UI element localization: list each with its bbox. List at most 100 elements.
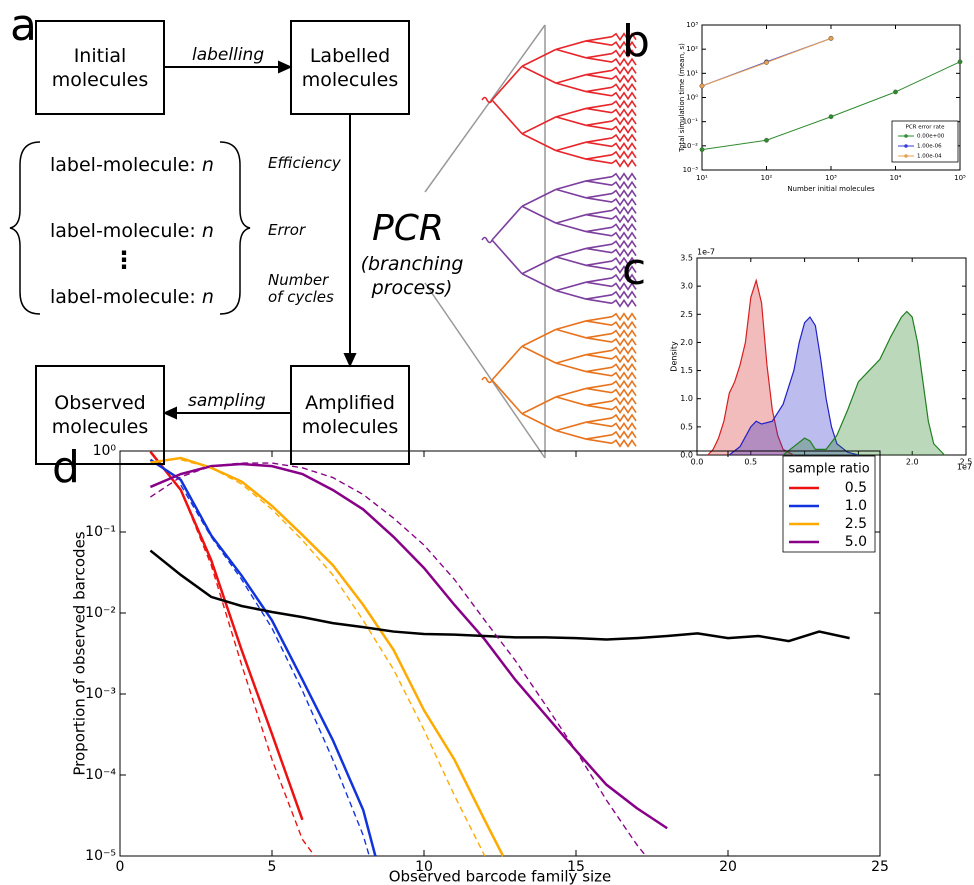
tree-leaf — [611, 158, 637, 168]
tree-branch — [491, 205, 523, 241]
x-tick-label: 10³ — [825, 174, 837, 182]
parameter: Efficiency — [268, 154, 341, 172]
arrow-label: sampling — [188, 391, 266, 411]
tree-branch — [585, 400, 613, 407]
legend-marker — [904, 134, 908, 138]
tree-leaf — [611, 405, 637, 414]
tree-branch — [585, 40, 613, 46]
tree-branch — [585, 387, 613, 394]
tree-branch — [555, 188, 587, 199]
panel-label: b — [622, 16, 650, 67]
y-tick-label: 10¹ — [686, 69, 698, 77]
tree-root — [481, 96, 493, 104]
tree-leaf — [611, 125, 637, 134]
tree-branch — [521, 273, 557, 292]
y-tick-label: 10⁻² — [683, 142, 699, 150]
chart: 0.00.51.01.52.02.50.00.51.01.52.02.53.03… — [670, 248, 973, 476]
tree-leaf — [611, 99, 637, 109]
list-text: label-molecule: — [50, 286, 196, 308]
y-tick-label: 3.0 — [680, 282, 693, 291]
zoom-line — [424, 282, 546, 459]
tree-leaf — [611, 265, 637, 274]
tree-leaf — [611, 189, 637, 199]
tree-branch — [555, 289, 587, 300]
plot-frame — [119, 450, 881, 857]
tree-branch — [555, 256, 587, 267]
area-fill — [729, 317, 859, 455]
tree-leaf — [611, 413, 637, 423]
legend-label: 5.0 — [845, 534, 867, 550]
tree-branch — [585, 226, 613, 233]
tree-branch — [585, 277, 613, 283]
y-tick-label: 10⁻³ — [85, 686, 116, 702]
arrow-label: labelling — [192, 45, 265, 65]
tree-leaf — [611, 180, 637, 190]
tree-branch — [585, 180, 613, 186]
tree-leaf — [611, 421, 637, 431]
point — [957, 59, 963, 65]
tree-branch — [555, 73, 587, 84]
tree-leaf — [611, 133, 637, 143]
tree-branch — [585, 349, 613, 356]
arrow-head — [343, 353, 357, 368]
tree-branch — [555, 141, 587, 152]
tree-branch — [585, 417, 613, 423]
tree-branch — [585, 57, 613, 63]
tree-branch — [585, 294, 613, 300]
box: Amplified molecules — [290, 365, 410, 465]
tree-leaf — [611, 150, 637, 160]
tree-branch — [521, 188, 557, 207]
x-tick-label: 10² — [761, 174, 773, 182]
tree-branch — [555, 362, 587, 373]
tree-branch — [555, 107, 587, 118]
series-line — [149, 549, 850, 643]
point — [828, 114, 834, 120]
tree-leaf — [611, 290, 637, 300]
tree-branch — [521, 396, 557, 415]
y-tick-label: 10⁻² — [85, 605, 116, 621]
tree-branch — [585, 434, 613, 440]
tree-leaf — [611, 32, 637, 42]
point — [764, 137, 769, 143]
x-tick-label: 25 — [871, 859, 889, 875]
tree-branch — [585, 230, 613, 237]
y-tick-label: 0.0 — [680, 451, 693, 460]
series-line — [150, 456, 505, 857]
x-tick-label: 5 — [268, 859, 277, 875]
ellipsis: ⋮ — [112, 246, 136, 274]
x-tick-label: 0.5 — [744, 458, 757, 467]
legend-label: 0.00e+00 — [917, 134, 945, 140]
series-line — [707, 278, 795, 456]
tree-leaf — [611, 214, 637, 224]
tree-leaf — [611, 222, 637, 232]
tree-branch — [585, 247, 613, 254]
y-tick-label: 2.0 — [680, 338, 693, 347]
tree-branch — [555, 353, 587, 364]
x-tick-label: 2.0 — [906, 458, 919, 467]
tree-branch — [521, 328, 557, 347]
tree-branch — [585, 69, 613, 76]
series-line — [149, 462, 668, 830]
parameter: Error — [268, 221, 306, 239]
y-tick-label: 1.0 — [680, 394, 693, 403]
tree-branch — [521, 65, 557, 84]
tree-branch — [555, 116, 587, 127]
series-line — [149, 450, 304, 821]
y-tick-label: 1.5 — [680, 366, 693, 375]
tree-leaf — [611, 379, 637, 389]
tree-branch — [491, 345, 523, 381]
tree-branch — [585, 175, 613, 182]
tree-branch — [555, 429, 587, 440]
tree-leaf — [611, 49, 637, 59]
tree-branch — [585, 281, 613, 288]
tree-branch — [521, 256, 557, 275]
pcr-trees — [481, 32, 637, 448]
tree-branch — [585, 213, 613, 220]
tree-leaf — [611, 281, 637, 291]
list-item: label-molecule: n — [50, 220, 214, 242]
tree-branch — [585, 332, 613, 339]
tree-leaf — [611, 388, 637, 398]
legend-label: 2.5 — [845, 516, 867, 532]
y-axis-label: Density — [670, 341, 679, 372]
tree-branch — [491, 99, 523, 135]
